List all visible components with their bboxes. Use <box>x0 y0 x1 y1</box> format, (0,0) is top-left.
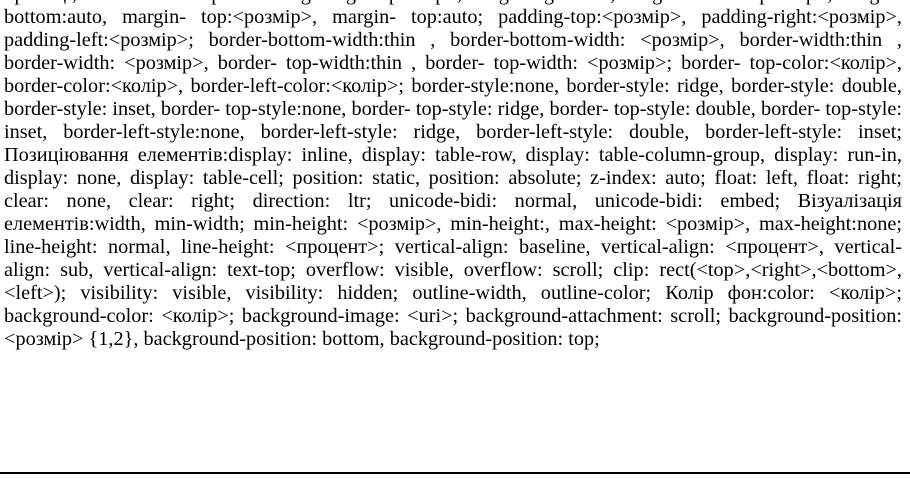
bottom-rule <box>0 472 910 474</box>
document-page: Границі, заповнювачі и рамки:margin-righ… <box>4 0 902 351</box>
body-paragraph: Границі, заповнювачі и рамки:margin-righ… <box>4 0 902 350</box>
